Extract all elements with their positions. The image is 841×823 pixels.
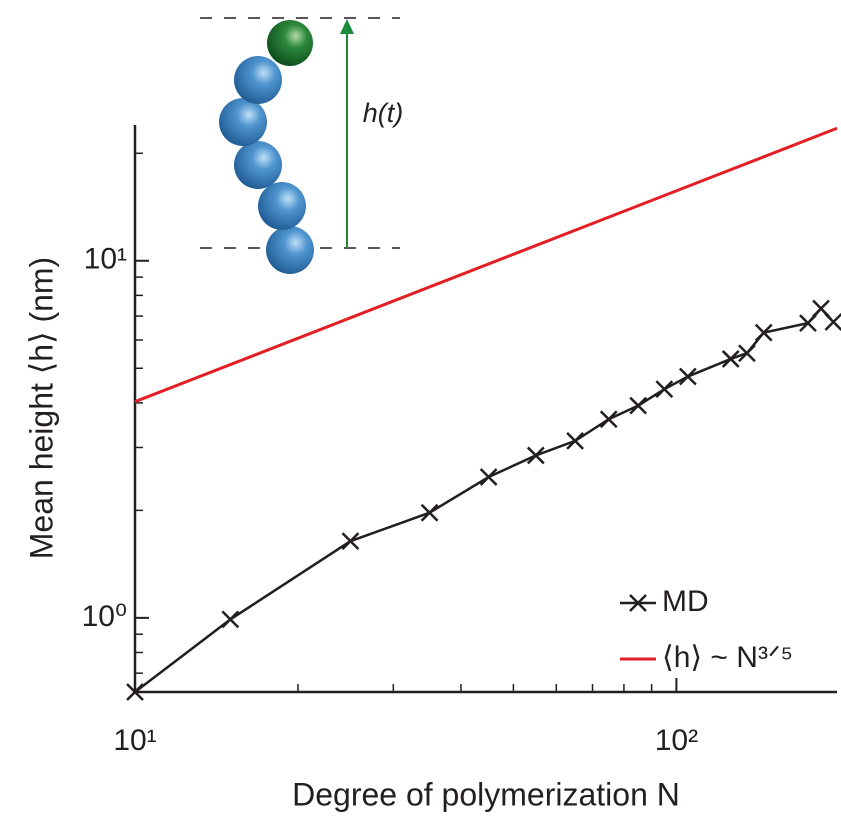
marker xyxy=(721,350,740,368)
legend-marker xyxy=(629,594,647,612)
bead xyxy=(267,20,313,66)
bead xyxy=(234,56,282,104)
marker xyxy=(678,367,697,386)
marker xyxy=(799,314,817,332)
marker xyxy=(754,323,773,342)
y-axis-label: Mean height ⟨h⟩ (nm) xyxy=(23,257,59,559)
bead xyxy=(266,226,314,274)
x-tick-label: 10¹ xyxy=(113,724,156,757)
marker xyxy=(526,446,545,465)
marker xyxy=(629,396,648,415)
marker xyxy=(566,432,584,450)
marker xyxy=(599,410,618,429)
series-line xyxy=(134,126,838,404)
legend-label: ⟨h⟩ ~ N³ᐟ⁵ xyxy=(662,641,793,674)
series-line xyxy=(134,306,835,693)
inset-diagram: h(t) xyxy=(200,17,404,274)
bead xyxy=(258,182,306,230)
marker xyxy=(420,503,439,522)
marker xyxy=(655,380,674,399)
marker xyxy=(126,683,144,701)
x-tick-label: 10² xyxy=(655,724,698,757)
bead xyxy=(219,98,267,146)
y-tick-label: 10⁰ xyxy=(82,600,127,633)
arrow-head xyxy=(340,19,354,34)
marker xyxy=(738,344,756,363)
marker xyxy=(824,313,841,331)
marker xyxy=(479,468,498,486)
y-tick-label: 10¹ xyxy=(84,243,127,276)
marker xyxy=(221,610,240,629)
x-axis-label: Degree of polymerization N xyxy=(292,776,680,812)
inset-label: h(t) xyxy=(363,98,404,128)
bead xyxy=(234,141,282,189)
marker xyxy=(341,532,360,551)
legend-label: MD xyxy=(662,585,709,618)
